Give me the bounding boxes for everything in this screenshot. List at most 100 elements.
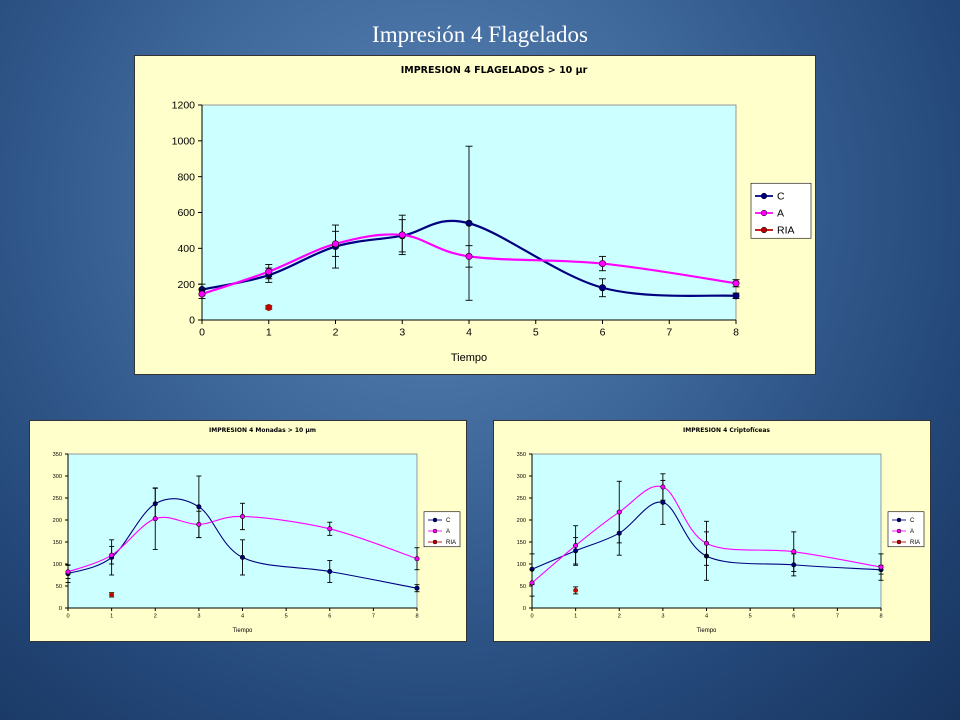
- chart-2-x-tick-label: 6: [792, 614, 795, 620]
- chart-2-y-tick-label: 0: [523, 606, 526, 612]
- chart-1-series-a-point: [152, 516, 158, 522]
- chart-0-series-c-point: [598, 284, 606, 292]
- chart-2-y-tick-label: 300: [517, 474, 526, 480]
- chart-2-x-tick-label: 7: [836, 614, 839, 620]
- chart-1-y-tick-label: 250: [53, 496, 62, 502]
- chart-1-legend-marker-c: [432, 517, 438, 523]
- chart-0-legend-label-ria: RIA: [777, 225, 795, 237]
- chart-2-legend-label-a: A: [910, 529, 914, 535]
- chart-2-series-a-point: [529, 580, 535, 586]
- chart-2-series-c-point: [660, 499, 666, 505]
- chart-2-legend-marker-ria: [896, 539, 902, 545]
- chart-0-series-c-point: [465, 219, 473, 227]
- chart-1-plot-area: [67, 453, 418, 609]
- chart-0-y-tick-label: 200: [177, 279, 195, 291]
- chart-0-y-tick-label: 1200: [172, 100, 196, 112]
- chart-1-series-c-point: [196, 504, 202, 510]
- slide-title: Impresión 4 Flagelados: [372, 22, 588, 47]
- chart-2-legend-label-c: C: [910, 518, 915, 524]
- chart-2-x-tick-label: 4: [705, 614, 708, 620]
- chart-0-series-ria-point: [265, 303, 273, 311]
- chart-1-y-tick-label: 300: [53, 474, 62, 480]
- chart-0-x-tick-label: 1: [266, 327, 272, 339]
- chart-2-series-a-point: [616, 509, 622, 515]
- chart-0-x-tick-label: 0: [199, 327, 205, 339]
- chart-1-x-tick-label: 4: [241, 614, 244, 620]
- chart-2-y-tick-label: 100: [517, 562, 526, 568]
- chart-1-y-tick-label: 0: [59, 606, 62, 612]
- chart-1-y-tick-label: 200: [53, 518, 62, 524]
- chart-1-series-a-point: [240, 513, 246, 519]
- chart-0-x-label: Tiempo: [451, 352, 487, 364]
- chart-criptoficeas-svg: IMPRESION 4 Criptofíceas0501001502002503…: [517, 427, 925, 634]
- chart-2-legend-marker-c: [896, 517, 902, 523]
- chart-1-x-tick-label: 8: [415, 614, 418, 620]
- chart-2-y-tick-label: 200: [517, 518, 526, 524]
- chart-0-series-a-point: [198, 290, 206, 298]
- chart-1-x-label: Tiempo: [233, 628, 253, 634]
- chart-1-legend-marker-ria: [432, 539, 438, 545]
- chart-flagelados-svg: IMPRESION 4 FLAGELADOS > 10 µr 0 200 400 600…: [172, 65, 812, 364]
- chart-2-y-tick-label: 50: [520, 584, 526, 590]
- chart-0-x-tick-label: 3: [399, 327, 405, 339]
- chart-1-title: IMPRESION 4 Monadas > 10 µm: [209, 427, 316, 434]
- chart-2-x-tick-label: 5: [749, 614, 752, 620]
- chart-flagelados: IMPRESION 4 FLAGELADOS > 10 µr 0 200 400 600…: [134, 55, 816, 375]
- chart-1-series-c-point: [414, 585, 420, 591]
- chart-1-series-c-point: [327, 568, 333, 574]
- chart-0-y-tick-label: 600: [177, 207, 195, 219]
- chart-0-legend-marker-c: [760, 192, 768, 200]
- chart-0-legend-label-a: A: [777, 208, 784, 220]
- chart-0-series-a-point: [465, 252, 473, 260]
- chart-1-y-tick-label: 150: [53, 540, 62, 546]
- chart-2-series-ria-point: [573, 587, 579, 593]
- chart-0-x-tick-label: 7: [666, 327, 672, 339]
- chart-2-legend-marker-a: [896, 528, 902, 534]
- chart-0-x-tick-label: 2: [333, 327, 339, 339]
- chart-1-legend-label-c: C: [446, 518, 451, 524]
- chart-1-y-tick-label: 100: [53, 562, 62, 568]
- chart-0-x-tick-label: 5: [533, 327, 539, 339]
- chart-2-title: IMPRESION 4 Criptofíceas: [683, 427, 770, 434]
- chart-0-legend-marker-a: [760, 209, 768, 217]
- chart-2-series-a-point: [704, 540, 710, 546]
- chart-2-x-tick-label: 2: [618, 614, 621, 620]
- chart-1-x-tick-label: 7: [372, 614, 375, 620]
- chart-1-x-tick-label: 2: [154, 614, 157, 620]
- chart-0-title: IMPRESION 4 FLAGELADOS > 10 µr: [401, 65, 588, 76]
- chart-1-series-a-point: [196, 521, 202, 527]
- chart-0-series-c-point: [732, 292, 740, 300]
- chart-0-x-tick-label: 8: [733, 327, 739, 339]
- chart-1-x-tick-label: 6: [328, 614, 331, 620]
- chart-1-series-a-point: [414, 556, 420, 562]
- chart-2-series-a-point: [791, 549, 797, 555]
- chart-monadas-svg: IMPRESION 4 Monadas > 10 µm0501001502002…: [53, 427, 461, 634]
- chart-2-legend-label-ria: RIA: [910, 540, 920, 546]
- chart-1-x-tick-label: 0: [66, 614, 69, 620]
- chart-0-series-a-point: [398, 231, 406, 239]
- chart-1-series-ria-point: [109, 592, 115, 598]
- chart-0-series-a-point: [598, 260, 606, 268]
- chart-2-legend-box: [887, 511, 925, 548]
- chart-1-series-a-point: [109, 552, 115, 558]
- chart-1-series-a-point: [327, 526, 333, 532]
- chart-0-legend-label-c: C: [777, 191, 785, 203]
- chart-0-legend-marker-ria: [760, 226, 768, 234]
- chart-0-series-a-point: [332, 240, 340, 248]
- chart-1-x-tick-label: 5: [285, 614, 288, 620]
- chart-2-x-tick-label: 1: [574, 614, 577, 620]
- chart-1-y-tick-label: 350: [53, 452, 62, 458]
- chart-0-legend-box: [750, 182, 812, 239]
- chart-1-legend-label-a: A: [446, 529, 450, 535]
- chart-0-x-tick-label: 6: [600, 327, 606, 339]
- chart-monadas: IMPRESION 4 Monadas > 10 µm 0 50 100 150 200 2…: [29, 420, 467, 642]
- chart-1-x-tick-label: 3: [197, 614, 200, 620]
- chart-2-x-tick-label: 0: [530, 614, 533, 620]
- chart-0-y-tick-label: 400: [177, 243, 195, 255]
- chart-2-series-a-point: [573, 543, 579, 549]
- chart-1-y-tick-label: 50: [56, 584, 62, 590]
- chart-2-x-label: Tiempo: [697, 628, 717, 634]
- chart-0-y-tick-label: 1000: [172, 136, 196, 148]
- chart-1-x-tick-label: 1: [110, 614, 113, 620]
- chart-0-series-a-point: [265, 268, 273, 276]
